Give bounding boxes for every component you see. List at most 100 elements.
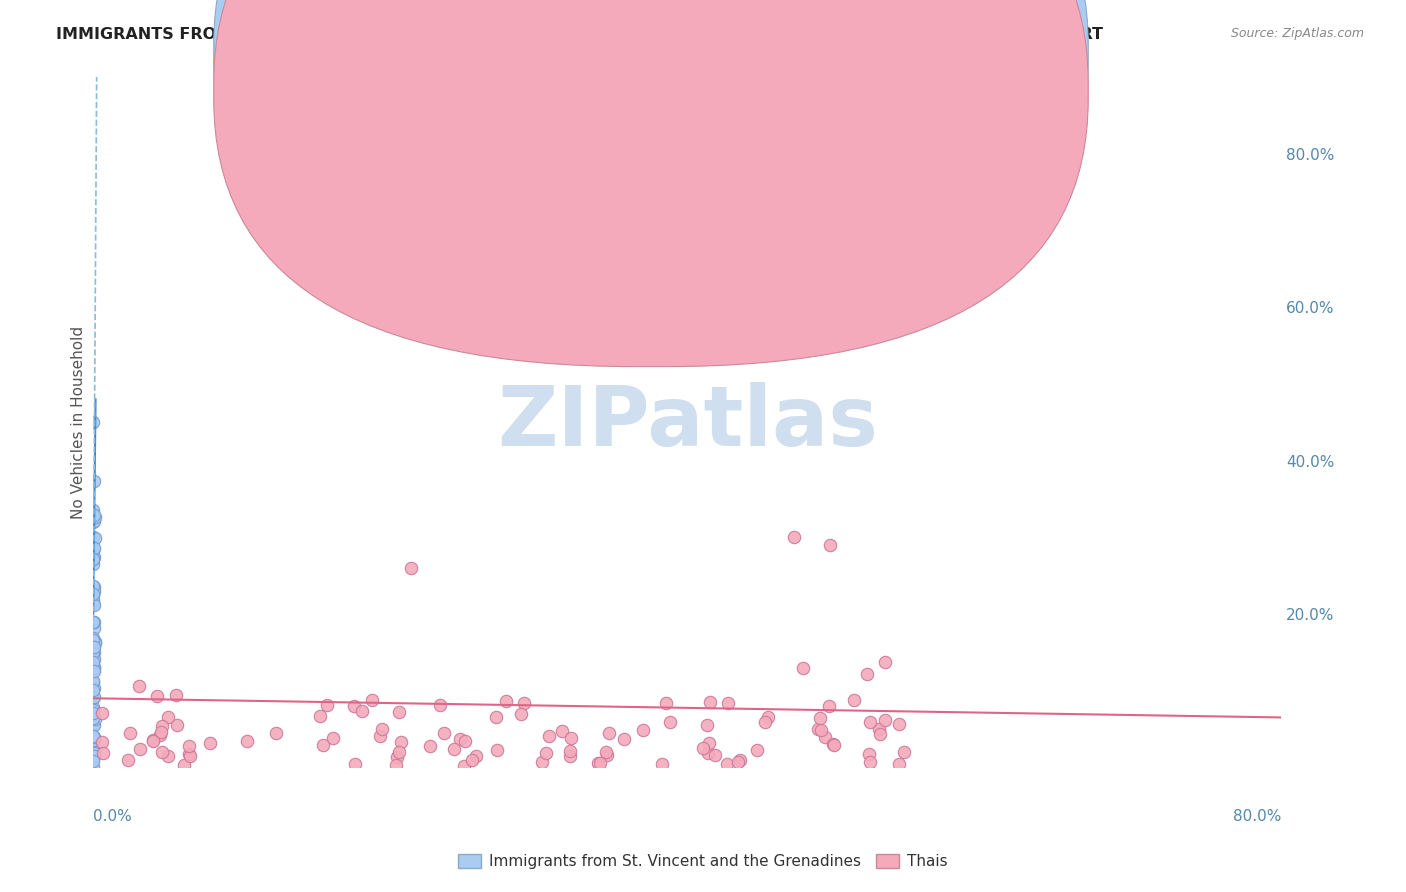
Point bbox=[83, 730, 105, 744]
Legend: R =  0.135  N =  69, R = -0.092  N = 107: R = 0.135 N = 69, R = -0.092 N = 107 bbox=[738, 85, 941, 143]
Point bbox=[429, 698, 451, 713]
Point bbox=[453, 759, 475, 773]
Point bbox=[82, 588, 104, 602]
Point bbox=[538, 729, 561, 743]
Point bbox=[82, 558, 104, 572]
Point bbox=[859, 755, 882, 769]
Point bbox=[82, 702, 104, 716]
Point bbox=[868, 722, 890, 736]
Point bbox=[509, 706, 531, 721]
Point bbox=[82, 655, 104, 669]
Point bbox=[83, 635, 105, 649]
Point bbox=[82, 706, 104, 721]
Point bbox=[82, 633, 104, 648]
Point bbox=[82, 551, 104, 566]
Point bbox=[129, 742, 152, 756]
Point bbox=[83, 681, 105, 695]
Point bbox=[823, 738, 845, 752]
Point bbox=[312, 738, 335, 752]
Point bbox=[699, 695, 721, 709]
Point bbox=[83, 583, 105, 598]
Point bbox=[696, 718, 718, 732]
Point bbox=[150, 745, 173, 759]
Point bbox=[152, 719, 174, 733]
Point bbox=[842, 693, 865, 707]
Point bbox=[83, 541, 105, 555]
Point bbox=[83, 640, 105, 654]
Point bbox=[651, 756, 673, 771]
Point bbox=[83, 514, 105, 528]
Point bbox=[858, 747, 880, 761]
Text: IMMIGRANTS FROM ST. VINCENT AND THE GRENADINES VS THAI NO VEHICLES IN HOUSEHOLD : IMMIGRANTS FROM ST. VINCENT AND THE GREN… bbox=[56, 27, 1104, 42]
Point bbox=[83, 733, 105, 747]
Text: 80.0%: 80.0% bbox=[1233, 809, 1281, 823]
Point bbox=[82, 645, 104, 659]
Point bbox=[83, 510, 105, 524]
Point bbox=[858, 715, 880, 730]
Y-axis label: No Vehicles in Household: No Vehicles in Household bbox=[72, 326, 86, 519]
Point bbox=[756, 710, 779, 724]
Point bbox=[83, 661, 105, 675]
Point bbox=[716, 756, 738, 771]
Point bbox=[814, 731, 837, 745]
Point bbox=[322, 731, 344, 746]
Point bbox=[810, 723, 832, 737]
Point bbox=[82, 530, 104, 544]
Point bbox=[659, 715, 682, 730]
Point bbox=[236, 733, 259, 747]
Point bbox=[142, 732, 165, 747]
Point bbox=[83, 747, 105, 761]
Point bbox=[589, 756, 612, 770]
Point bbox=[534, 746, 557, 760]
Text: 0.0%: 0.0% bbox=[93, 809, 132, 823]
Point bbox=[595, 745, 617, 759]
Point bbox=[821, 737, 844, 751]
Text: Source: ZipAtlas.com: Source: ZipAtlas.com bbox=[1230, 27, 1364, 40]
Point bbox=[704, 747, 727, 762]
Point bbox=[82, 515, 104, 529]
Point bbox=[83, 660, 105, 674]
Text: ZIPatlas: ZIPatlas bbox=[496, 382, 877, 463]
Point bbox=[560, 731, 582, 745]
Point bbox=[82, 717, 104, 731]
Point bbox=[83, 640, 105, 654]
Point bbox=[692, 741, 714, 756]
Point bbox=[91, 735, 114, 749]
Point bbox=[550, 723, 572, 738]
Point bbox=[368, 729, 391, 743]
Point bbox=[697, 736, 720, 750]
Point bbox=[82, 587, 104, 601]
Point bbox=[83, 615, 105, 629]
Point bbox=[82, 730, 104, 744]
Point bbox=[82, 674, 104, 689]
Point bbox=[82, 503, 104, 517]
Point bbox=[117, 753, 139, 767]
Point bbox=[449, 732, 471, 747]
Point bbox=[343, 698, 366, 713]
Point bbox=[586, 756, 609, 771]
Point bbox=[696, 746, 718, 760]
Point bbox=[484, 710, 506, 724]
Point bbox=[807, 722, 830, 736]
Point bbox=[83, 474, 105, 488]
Point bbox=[810, 711, 832, 725]
Point bbox=[82, 733, 104, 747]
Point bbox=[142, 734, 165, 748]
Point bbox=[308, 709, 330, 723]
Point bbox=[419, 739, 441, 753]
Point bbox=[150, 725, 173, 739]
Point bbox=[343, 756, 366, 771]
Point bbox=[177, 747, 200, 761]
Point bbox=[360, 692, 382, 706]
Point bbox=[388, 705, 411, 719]
Point bbox=[82, 706, 104, 720]
Point bbox=[179, 749, 201, 764]
Point bbox=[145, 690, 167, 704]
Point bbox=[371, 722, 394, 736]
Point bbox=[149, 728, 172, 742]
Point bbox=[82, 651, 104, 665]
Point bbox=[82, 544, 104, 558]
Point bbox=[82, 703, 104, 717]
Point bbox=[792, 661, 814, 675]
Point bbox=[728, 753, 751, 767]
